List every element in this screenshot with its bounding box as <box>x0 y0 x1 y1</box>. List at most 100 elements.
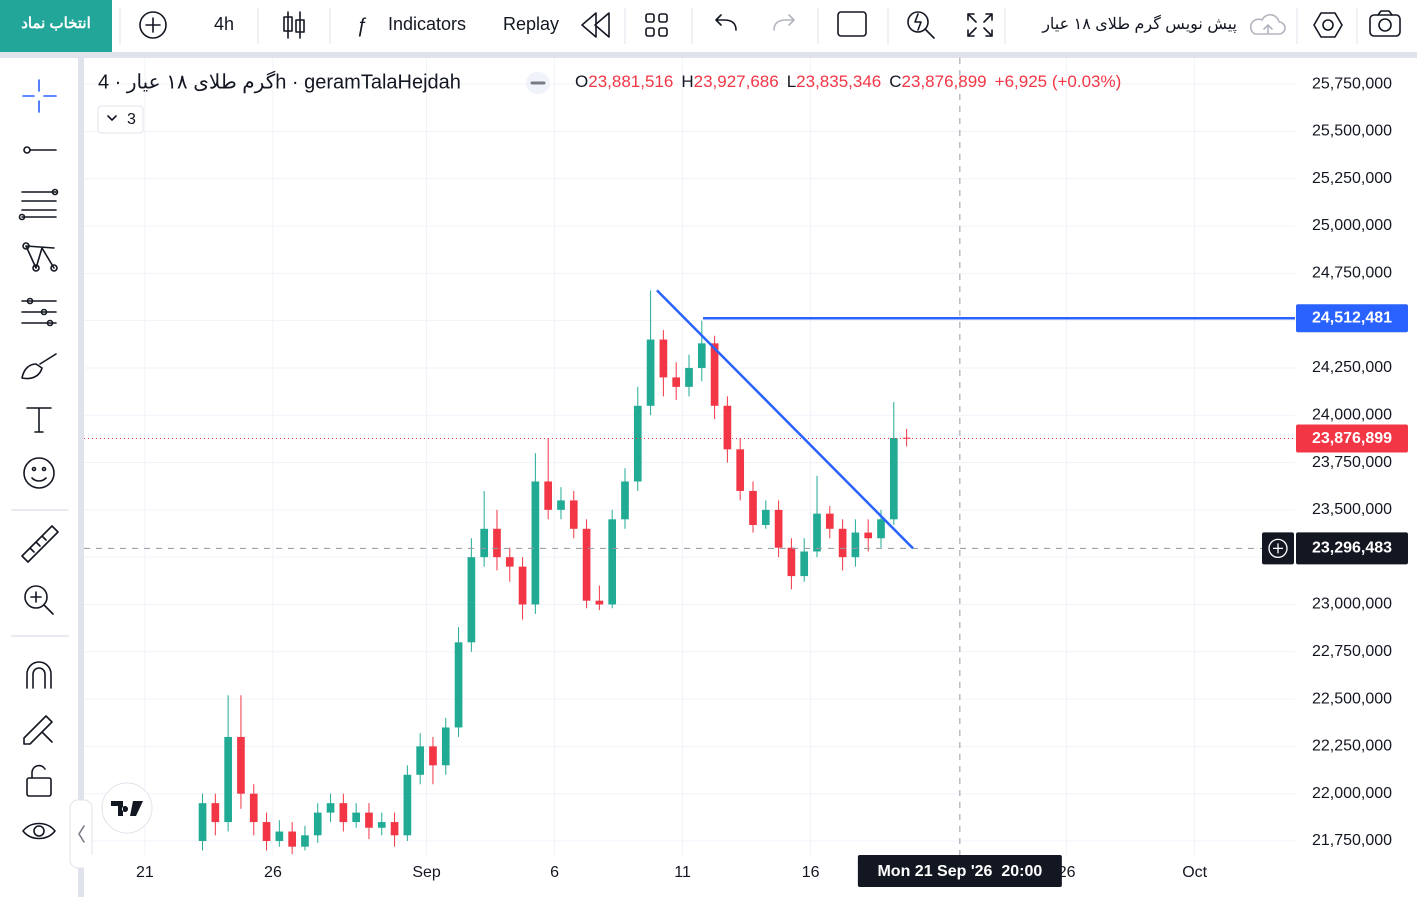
fib-tool[interactable] <box>18 188 59 221</box>
hline-price-label-bg <box>1296 304 1408 333</box>
candle-body <box>672 377 681 387</box>
indicator-count[interactable]: 3 <box>127 111 136 128</box>
layout-name[interactable]: پیش نویس گرم طلای ۱۸ عیار <box>1041 14 1237 33</box>
time-axis <box>84 855 1417 897</box>
candle-body <box>569 500 578 529</box>
tv-logo[interactable] <box>111 801 143 816</box>
hide-tool[interactable] <box>22 822 56 840</box>
candle-body <box>749 490 757 525</box>
chart-type-icon[interactable] <box>283 11 305 39</box>
candle-body <box>352 812 360 823</box>
y-tick-label: 25,750,000 <box>1312 75 1392 92</box>
symbol-button-label[interactable]: انتخاب نماد <box>21 15 91 32</box>
y-tick-label: 25,250,000 <box>1312 170 1392 187</box>
collapse-icon[interactable] <box>78 825 85 843</box>
last-price-label: 23,876,899 <box>1312 430 1392 447</box>
candle-body <box>544 481 553 510</box>
candle-body <box>531 481 540 605</box>
collapse-button[interactable] <box>69 799 93 869</box>
candle-body <box>633 405 642 482</box>
indicators-button[interactable]: Indicators <box>388 14 466 34</box>
candle-body <box>889 437 898 520</box>
y-tick-label: 25,000,000 <box>1312 217 1392 234</box>
candle-body <box>851 532 860 558</box>
layouts-icon[interactable] <box>645 13 668 37</box>
candle-body <box>761 509 770 525</box>
interval-button[interactable]: 4h <box>214 14 234 34</box>
x-tick-label: 26 <box>1058 864 1076 881</box>
x-tick-label: Sep <box>412 864 441 881</box>
left-tools <box>11 79 69 840</box>
candle-body <box>723 405 732 450</box>
last-price-label-bg <box>1296 424 1408 453</box>
c-label: C <box>889 72 901 91</box>
candle-body <box>557 500 565 510</box>
toolbar-separators <box>119 8 1358 44</box>
candle-body <box>416 746 425 775</box>
candle-body <box>518 566 527 605</box>
crosshair-tool[interactable] <box>22 79 57 113</box>
y-tick-label: 21,750,000 <box>1312 832 1392 849</box>
x-tick-label: 11 <box>674 864 691 881</box>
ruler-tool[interactable] <box>21 525 59 563</box>
candle-body <box>710 343 719 406</box>
brush-tool[interactable] <box>21 353 57 380</box>
candle-body <box>365 812 373 828</box>
undo-icon[interactable] <box>715 14 737 31</box>
redo-icon[interactable] <box>773 14 795 31</box>
magnet-tool[interactable] <box>26 661 52 689</box>
settings-icon[interactable] <box>1313 12 1343 38</box>
crosshair-add-plus <box>1273 543 1283 554</box>
drawing-mode-tool[interactable] <box>23 715 53 745</box>
lock-tool[interactable] <box>26 764 52 797</box>
y-tick-label: 23,750,000 <box>1312 454 1392 471</box>
crosshair-time-label: Mon 21 Sep '26 20:00 <box>877 863 1042 880</box>
candle-body <box>339 803 348 823</box>
hline-price-label: 24,512,481 <box>1312 309 1392 326</box>
y-tick-label: 22,000,000 <box>1312 785 1392 802</box>
replay-button[interactable]: Replay <box>503 14 559 34</box>
text-tool[interactable] <box>26 407 52 433</box>
o-value: 23,881,516 <box>588 72 673 91</box>
chevron-icon[interactable] <box>107 115 117 121</box>
candle-body <box>403 774 412 836</box>
snapshot-icon[interactable] <box>1369 10 1401 37</box>
indicator-toggle[interactable] <box>97 105 144 134</box>
candle-body <box>326 803 335 813</box>
candle-body <box>313 812 322 836</box>
candle-body <box>198 803 207 841</box>
y-tick-label: 22,750,000 <box>1312 643 1392 660</box>
candle-body <box>582 528 591 601</box>
forecast-tool[interactable] <box>21 297 57 327</box>
quick-search-icon[interactable] <box>907 11 935 39</box>
l-label: L <box>787 72 796 91</box>
candle-body <box>505 557 514 567</box>
indicators-icon[interactable]: ƒ <box>356 14 367 36</box>
y-tick-label: 25,500,000 <box>1312 123 1392 140</box>
fullscreen-box-icon[interactable] <box>837 11 867 37</box>
candle-body <box>595 600 604 605</box>
l-value: 23,835,346 <box>796 72 881 91</box>
cloud-icon[interactable] <box>1249 14 1286 35</box>
candle-body <box>275 831 284 841</box>
x-tick-label: 6 <box>550 864 559 881</box>
y-tick-label: 22,500,000 <box>1312 690 1392 707</box>
expand-icon[interactable] <box>967 13 993 37</box>
h-value: 23,927,686 <box>694 72 779 91</box>
emoji-tool[interactable] <box>23 457 55 489</box>
candle-body <box>454 642 463 728</box>
candle-body <box>800 551 809 577</box>
candle-body <box>288 831 296 847</box>
zoom-tool[interactable] <box>24 585 54 615</box>
x-tick-label: 21 <box>136 864 154 881</box>
candle-body <box>813 513 821 552</box>
symbol-button[interactable] <box>0 0 112 52</box>
pattern-tool[interactable] <box>22 242 58 272</box>
symbol-title: گرم طلای ۱۸ عیار · 4h · geramTalaHejdah <box>98 70 461 93</box>
line-tool[interactable] <box>23 146 57 154</box>
add-symbol-icon[interactable] <box>139 11 167 39</box>
replay-icon[interactable] <box>581 12 610 38</box>
top-toolbar <box>0 0 1417 52</box>
o-label: O <box>575 72 588 91</box>
